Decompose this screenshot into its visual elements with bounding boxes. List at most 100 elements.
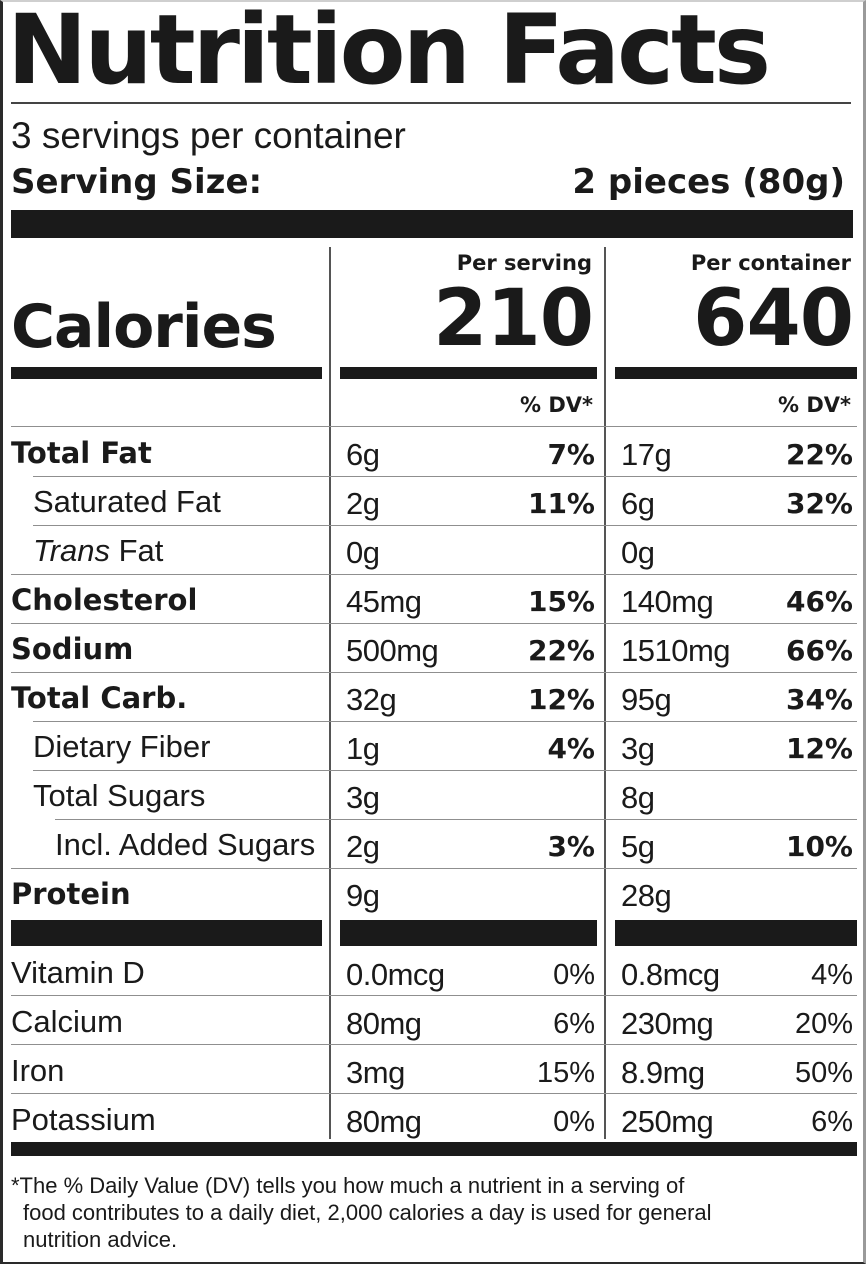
container-amount: 0.8mcg: [621, 957, 720, 992]
label-title: Nutrition Facts: [7, 0, 771, 106]
container-dv: 46%: [785, 585, 853, 618]
nutrient-name: Trans Fat: [33, 526, 163, 575]
calories-label: Calories: [11, 292, 277, 362]
serving-amount: 2g: [346, 486, 380, 521]
nutrient-row: Trans Fat 0g 0g: [3, 526, 866, 575]
container-amount: 6g: [621, 486, 655, 521]
serving-amount: 80mg: [346, 1006, 422, 1041]
serving-dv: 12%: [527, 683, 595, 716]
nutrient-name: Dietary Fiber: [33, 729, 211, 764]
vitamin-bar-1: [11, 920, 322, 946]
nutrient-name: Sodium: [11, 632, 134, 666]
container-dv: 22%: [785, 438, 853, 471]
serving-dv: 15%: [527, 585, 595, 618]
footnote: *The % Daily Value (DV) tells you how mu…: [11, 1172, 811, 1253]
nutrient-name: Iron: [11, 1053, 65, 1088]
container-amount: 95g: [621, 682, 672, 717]
row-divider: [11, 1093, 857, 1094]
serving-amount: 45mg: [346, 584, 422, 619]
calories-bar-1: [11, 367, 322, 379]
row-divider: [11, 868, 857, 869]
serving-amount: 80mg: [346, 1104, 422, 1139]
container-dv: 50%: [794, 1057, 853, 1089]
container-dv: 20%: [794, 1008, 853, 1040]
footnote-line: nutrition advice.: [23, 1227, 178, 1252]
container-amount: 250mg: [621, 1104, 714, 1139]
container-amount: 1510mg: [621, 633, 731, 668]
serving-amount: 32g: [346, 682, 397, 717]
container-dv: 10%: [785, 830, 853, 863]
row-divider: [11, 574, 857, 575]
nutrient-row: Sodium 500mg 22% 1510mg 66%: [3, 624, 866, 673]
serving-dv: 4%: [547, 732, 595, 765]
nutrient-row: Saturated Fat 2g 11% 6g 32%: [3, 477, 866, 526]
nutrient-row: Dietary Fiber 1g 4% 3g 12%: [3, 722, 866, 771]
nutrient-name-rest: Fat: [109, 533, 164, 568]
row-divider: [33, 525, 857, 526]
nutrient-name: Saturated Fat: [33, 484, 221, 519]
row-divider: [11, 672, 857, 673]
vitamin-row: Calcium 80mg 6% 230mg 20%: [3, 997, 866, 1046]
footnote-line: *The % Daily Value (DV) tells you how mu…: [11, 1173, 685, 1198]
vitamin-bar-3: [615, 920, 857, 946]
column-divider-2: [604, 247, 606, 1139]
serving-dv: 3%: [547, 830, 595, 863]
container-amount: 3g: [621, 731, 655, 766]
serving-amount: 3g: [346, 780, 380, 815]
container-amount: 0g: [621, 535, 655, 570]
nutrient-row: Cholesterol 45mg 15% 140mg 46%: [3, 575, 866, 624]
container-dv: 6%: [811, 1106, 853, 1138]
dv-header-container: % DV*: [777, 393, 851, 417]
nutrient-name: Cholesterol: [11, 583, 198, 617]
serving-amount: 500mg: [346, 633, 439, 668]
nutrient-name: Total Fat: [11, 436, 152, 470]
nutrient-name: Vitamin D: [11, 955, 145, 990]
serving-dv: 6%: [553, 1008, 595, 1040]
nutrient-name: Incl. Added Sugars: [55, 827, 316, 862]
calories-bar-2: [340, 367, 597, 379]
serving-amount: 0g: [346, 535, 380, 570]
container-amount: 140mg: [621, 584, 714, 619]
serving-size-label: Serving Size:: [11, 162, 263, 202]
container-dv: 34%: [785, 683, 853, 716]
serving-dv: 11%: [527, 487, 595, 520]
container-dv: 66%: [785, 634, 853, 667]
container-amount: 230mg: [621, 1006, 714, 1041]
thick-divider-bottom: [11, 1142, 857, 1156]
container-amount: 8g: [621, 780, 655, 815]
nutrient-row: Total Carb. 32g 12% 95g 34%: [3, 673, 866, 722]
vitamin-row: Iron 3mg 15% 8.9mg 50%: [3, 1046, 866, 1095]
container-amount: 5g: [621, 829, 655, 864]
container-amount: 28g: [621, 878, 672, 913]
container-dv: 32%: [785, 487, 853, 520]
nutrient-row: Incl. Added Sugars 2g 3% 5g 10%: [3, 820, 866, 869]
serving-dv: 0%: [553, 959, 595, 991]
nutrient-row: Protein 9g 28g: [3, 869, 866, 918]
nutrient-name: Potassium: [11, 1102, 156, 1137]
vitamin-row: Potassium 80mg 0% 250mg 6%: [3, 1095, 866, 1144]
container-amount: 17g: [621, 437, 672, 472]
row-divider: [11, 995, 857, 996]
serving-dv: 7%: [547, 438, 595, 471]
row-divider: [33, 770, 857, 771]
nutrient-row: Total Sugars 3g 8g: [3, 771, 866, 820]
row-divider: [55, 819, 857, 820]
column-divider-1: [329, 247, 331, 1139]
serving-amount: 6g: [346, 437, 380, 472]
vitamin-bar-2: [340, 920, 597, 946]
thick-divider-top: [11, 210, 853, 238]
nutrient-name: Total Sugars: [33, 778, 206, 813]
nutrient-name: Total Carb.: [11, 681, 188, 715]
serving-dv: 15%: [536, 1057, 595, 1089]
dv-header-serving: % DV*: [519, 393, 593, 417]
serving-amount: 3mg: [346, 1055, 405, 1090]
serving-amount: 9g: [346, 878, 380, 913]
serving-amount: 1g: [346, 731, 380, 766]
row-divider: [11, 1044, 857, 1045]
serving-size-value: 2 pieces (80g): [572, 162, 845, 202]
calories-per-container: 640: [693, 274, 854, 364]
serving-amount: 0.0mcg: [346, 957, 445, 992]
footnote-line: food contributes to a daily diet, 2,000 …: [23, 1200, 712, 1225]
vitamin-row: Vitamin D 0.0mcg 0% 0.8mcg 4%: [3, 948, 866, 997]
